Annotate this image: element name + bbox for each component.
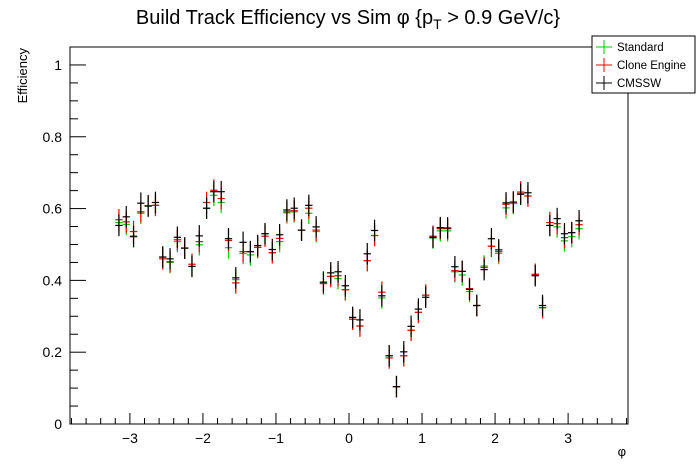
data-point <box>283 199 291 221</box>
y-tick-label: 0.2 <box>43 344 63 360</box>
data-point <box>210 180 218 203</box>
data-point <box>254 234 262 257</box>
data-point <box>349 306 357 329</box>
data-point <box>356 309 364 331</box>
data-point <box>151 191 160 214</box>
data-point <box>538 294 547 317</box>
data-point <box>509 191 517 213</box>
data-point <box>181 237 189 259</box>
data-point <box>400 341 408 363</box>
data-point <box>275 224 284 246</box>
data-point <box>407 315 415 338</box>
y-axis-label: Efficiency <box>15 48 30 104</box>
data-point <box>232 267 240 289</box>
data-point <box>378 285 386 307</box>
data-point <box>568 221 576 244</box>
data-point <box>414 298 423 320</box>
data-point <box>159 246 167 268</box>
data-point <box>312 216 320 238</box>
x-tick-label: 0 <box>345 430 353 446</box>
data-point <box>144 195 152 217</box>
data-point <box>553 207 561 230</box>
data-point <box>560 222 569 245</box>
data-point <box>422 286 430 309</box>
data-point <box>385 345 393 367</box>
data-point <box>261 222 269 245</box>
data-point <box>297 219 306 241</box>
data-point <box>173 226 182 249</box>
data-point <box>115 214 123 237</box>
data-point <box>334 260 342 283</box>
data-point <box>465 278 474 301</box>
legend-item: Clone Engine <box>596 58 686 72</box>
data-point <box>392 375 401 398</box>
legend: Standard Clone Engine CMSSW <box>591 35 696 94</box>
data-point <box>443 217 452 239</box>
series-clone-engine <box>115 179 583 398</box>
y-tick-label: 0.8 <box>43 129 63 145</box>
x-tick-label: 1 <box>418 430 426 446</box>
data-point <box>341 274 349 297</box>
x-tick-label: −3 <box>122 430 138 446</box>
data-point <box>473 294 481 317</box>
legend-label: Standard <box>617 42 664 54</box>
x-tick-label: −2 <box>195 430 211 446</box>
data-point <box>480 258 488 281</box>
data-points <box>115 179 583 398</box>
data-point <box>524 182 532 204</box>
data-point <box>451 255 459 278</box>
data-point <box>327 262 335 284</box>
data-point <box>239 231 247 254</box>
data-point <box>188 255 196 278</box>
data-point <box>305 194 313 217</box>
x-tick-label: 3 <box>564 430 572 446</box>
y-tick-label: 0.6 <box>43 201 63 217</box>
legend-label: Clone Engine <box>617 60 686 72</box>
data-point <box>495 239 503 261</box>
data-point <box>516 183 525 205</box>
y-tick-label: 0 <box>54 416 62 432</box>
legend-label: CMSSW <box>617 78 661 90</box>
data-point <box>370 219 379 242</box>
axes: −3 −2 −1 0 1 2 3 0 0.2 0.4 0.6 0.8 1 <box>43 57 628 446</box>
data-point <box>363 243 371 265</box>
plot-frame <box>69 46 629 425</box>
legend-item: Standard <box>596 40 664 54</box>
data-point <box>487 227 496 250</box>
data-point <box>195 225 203 247</box>
data-point <box>502 192 510 214</box>
data-point <box>166 248 174 270</box>
data-point <box>546 214 554 237</box>
data-point <box>429 226 437 249</box>
data-point <box>436 216 444 239</box>
data-point <box>129 225 138 247</box>
data-point <box>217 180 225 203</box>
series-cmssw <box>115 180 583 398</box>
x-tick-label: 2 <box>491 430 499 446</box>
data-point <box>246 240 255 263</box>
x-axis-label: φ <box>618 444 626 459</box>
data-point <box>290 197 298 219</box>
data-point <box>137 192 145 214</box>
data-point <box>575 210 583 232</box>
data-point <box>122 206 130 228</box>
data-point <box>268 238 276 261</box>
chart-title: Build Track Efficiency vs Sim φ {pT > 0.… <box>136 7 560 32</box>
legend-item: CMSSW <box>596 76 661 90</box>
data-point <box>319 271 328 293</box>
data-point <box>202 197 211 219</box>
y-tick-label: 0.4 <box>43 272 63 288</box>
data-point <box>531 264 539 287</box>
data-point <box>458 260 466 283</box>
data-point <box>224 227 233 250</box>
y-tick-label: 1 <box>54 57 62 73</box>
x-tick-label: −1 <box>268 430 284 446</box>
